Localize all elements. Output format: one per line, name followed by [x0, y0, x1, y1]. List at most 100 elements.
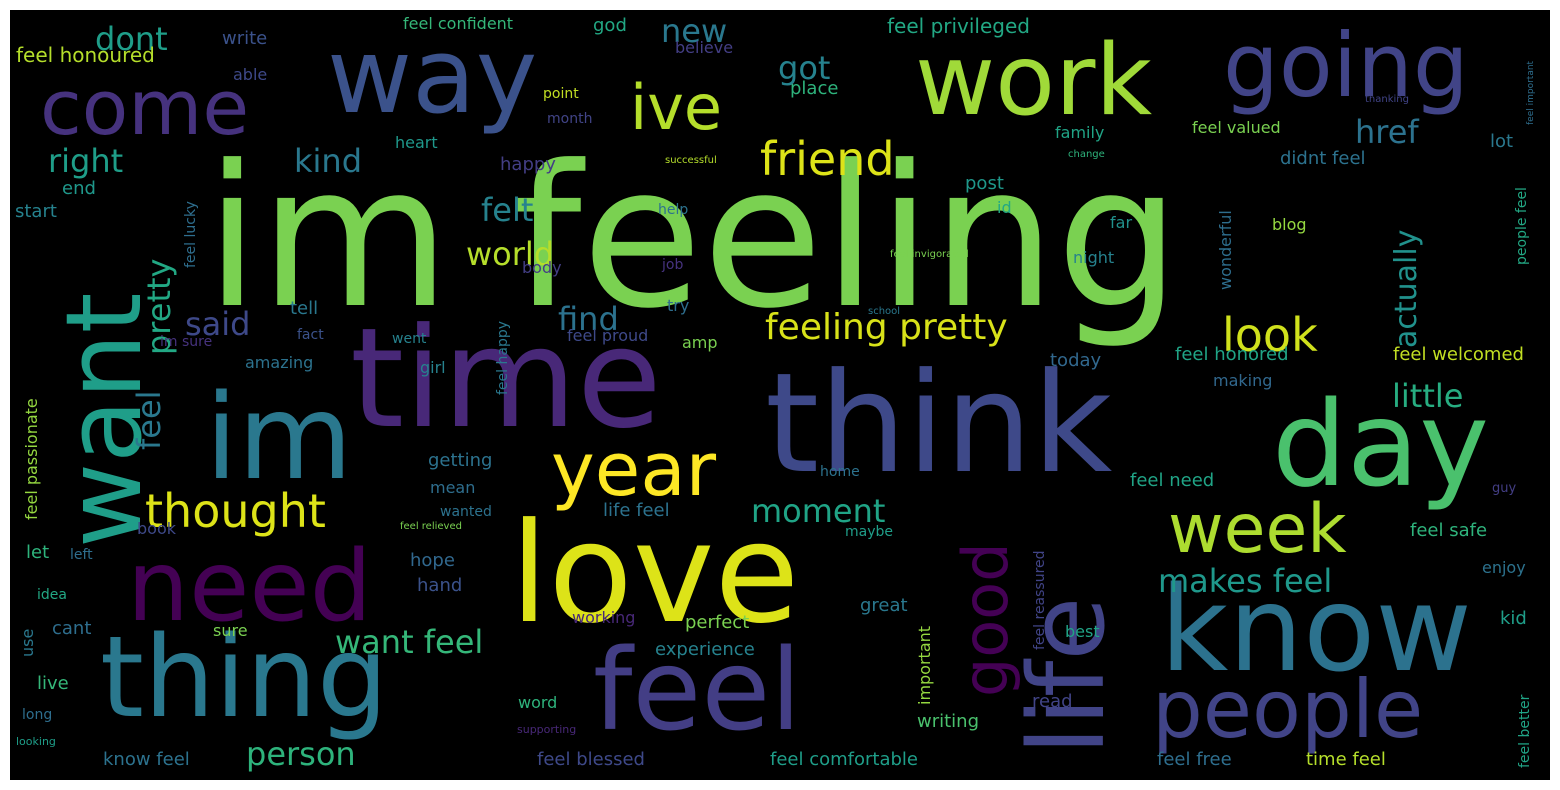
- word-writing: writing: [917, 711, 980, 732]
- word-feel-honored: feel honored: [1175, 344, 1289, 365]
- word-live: live: [37, 673, 69, 694]
- word-love: love: [510, 493, 800, 654]
- word-tell: tell: [290, 298, 319, 319]
- word-feel-safe: feel safe: [1410, 520, 1488, 541]
- word-mean: mean: [430, 478, 476, 497]
- word-feeling-pretty: feeling pretty: [765, 307, 1008, 348]
- word-fact: fact: [297, 327, 324, 343]
- word-feel-lucky: feel lucky: [183, 201, 199, 268]
- word-end: end: [62, 178, 96, 199]
- word-come: come: [40, 63, 250, 152]
- word-enjoy: enjoy: [1482, 558, 1526, 577]
- word-hope: hope: [410, 550, 455, 571]
- word-moment: moment: [751, 492, 886, 530]
- word-ive: ive: [630, 71, 723, 144]
- word-new: new: [661, 12, 728, 50]
- word-amp: amp: [682, 333, 718, 352]
- word-feel-privileged: feel privileged: [887, 14, 1030, 38]
- word-id: id: [997, 198, 1012, 217]
- word-change: change: [1068, 149, 1105, 160]
- word-try: try: [667, 296, 690, 315]
- word-week: week: [1168, 490, 1347, 569]
- word-experience: experience: [655, 639, 755, 660]
- word-best: best: [1065, 622, 1100, 641]
- word-able: able: [233, 65, 268, 84]
- word-thought: thought: [145, 484, 326, 538]
- word-great: great: [860, 595, 908, 616]
- word-family: family: [1055, 123, 1105, 142]
- word-home: home: [820, 464, 860, 480]
- word-feel-proud: feel proud: [567, 326, 649, 345]
- word-work: work: [915, 24, 1153, 138]
- word-im-feeling: im feeling: [205, 124, 1181, 352]
- word-feel-happy: feel happy: [495, 320, 511, 395]
- word-friend: friend: [760, 132, 895, 186]
- word-feel-welcomed: feel welcomed: [1393, 344, 1524, 365]
- word-feel-confident: feel confident: [403, 14, 514, 33]
- word-life: life: [1006, 596, 1128, 755]
- word-dont: dont: [95, 20, 168, 58]
- word-blog: blog: [1272, 215, 1307, 234]
- word-school: school: [868, 306, 901, 317]
- word-sure: sure: [213, 621, 248, 640]
- word-year: year: [551, 427, 717, 513]
- word-feel-relieved: feel relieved: [400, 521, 462, 532]
- word-feel-free: feel free: [1157, 749, 1232, 770]
- word-girl: girl: [420, 358, 446, 377]
- word-didnt-feel: didnt feel: [1280, 148, 1366, 169]
- word-getting: getting: [428, 450, 493, 471]
- word-word: word: [518, 693, 558, 712]
- word-idea: idea: [37, 587, 67, 603]
- word-write: write: [222, 28, 268, 49]
- word-wanted: wanted: [440, 504, 492, 520]
- word-feel-passionate: feel passionate: [22, 398, 41, 520]
- word-let: let: [26, 542, 50, 563]
- word-makes-feel: makes feel: [1158, 562, 1333, 600]
- word-feel-valued: feel valued: [1192, 118, 1281, 137]
- word-month: month: [547, 111, 593, 127]
- word-place: place: [790, 78, 839, 99]
- word-start: start: [15, 201, 57, 222]
- word-find: find: [558, 300, 619, 338]
- word-right: right: [48, 142, 124, 180]
- word-help: help: [658, 202, 689, 218]
- word-point: point: [543, 86, 579, 102]
- word-maybe: maybe: [845, 524, 894, 540]
- word-hand: hand: [417, 575, 463, 596]
- word-believe: believe: [675, 38, 734, 57]
- word-heart: heart: [395, 133, 438, 152]
- word-good: good: [949, 542, 1022, 697]
- word-time-feel: time feel: [1306, 749, 1386, 770]
- word-night: night: [1073, 248, 1115, 267]
- word-got: got: [778, 49, 831, 87]
- word-know-feel: know feel: [103, 749, 190, 770]
- word-post: post: [965, 173, 1004, 194]
- word-important: important: [915, 625, 934, 705]
- word-book: book: [137, 519, 176, 538]
- word-cloud: im feeling time think love feel thing kn…: [10, 10, 1550, 780]
- word-think: think: [765, 343, 1113, 504]
- word-time: time: [350, 298, 662, 459]
- word-person: person: [246, 735, 356, 773]
- word-use: use: [18, 628, 37, 657]
- word-little: little: [1392, 377, 1464, 415]
- word-feel-reassured: feel reassured: [1032, 550, 1048, 650]
- word-lot: lot: [1490, 131, 1514, 152]
- word-feel-big: feel: [593, 626, 802, 756]
- word-successful: successful: [665, 155, 717, 166]
- word-actually: actually: [1389, 229, 1424, 348]
- word-read: read: [1032, 691, 1073, 712]
- word-im-sure: im sure: [160, 334, 213, 350]
- word-supporting: supporting: [517, 723, 577, 736]
- word-thanking: thanking: [1365, 94, 1409, 105]
- word-body: body: [522, 258, 562, 277]
- word-went: went: [392, 331, 427, 347]
- word-im: im: [205, 368, 353, 506]
- word-people: people: [1152, 663, 1424, 756]
- word-working: working: [572, 608, 636, 627]
- word-amazing: amazing: [245, 353, 314, 372]
- word-thing: thing: [100, 613, 389, 743]
- word-feel-honoured: feel honoured: [16, 43, 155, 67]
- word-feel-comfortable: feel comfortable: [770, 749, 918, 770]
- word-today: today: [1050, 350, 1102, 371]
